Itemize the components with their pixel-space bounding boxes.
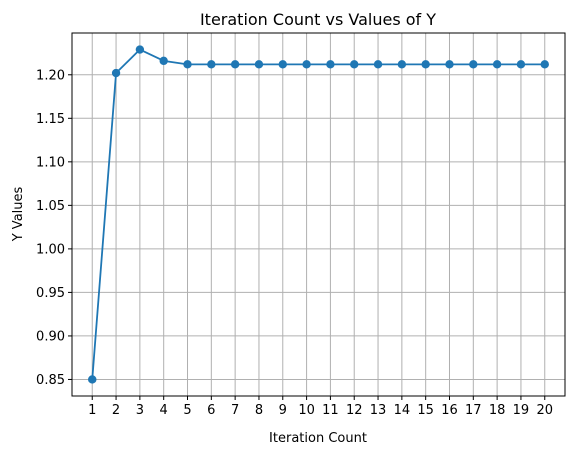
data-point: [207, 60, 216, 69]
data-point: [230, 60, 240, 69]
x-tick-label: 15: [417, 403, 434, 418]
x-tick-label: 2: [112, 403, 120, 418]
y-axis-ticks: 0.85 0.90 0.95 1.00 1.05 1.10 1.15 1.20: [36, 68, 72, 388]
x-tick-label: 20: [536, 403, 553, 418]
data-point: [469, 60, 478, 69]
data-point: [302, 60, 311, 69]
data-point: [516, 60, 526, 69]
data-point: [397, 60, 407, 69]
x-tick-label: 5: [183, 403, 191, 418]
y-tick-label: 1.00: [36, 242, 65, 257]
data-point: [159, 56, 168, 66]
x-tick-label: 7: [231, 403, 239, 418]
x-tick-label: 12: [346, 403, 363, 418]
x-tick-label: 16: [441, 403, 458, 418]
y-tick-label: 0.95: [36, 286, 65, 301]
data-point: [492, 60, 502, 69]
x-axis-ticks: 1 2 3 4 5 6 7 8 9 10 11 12 13 14 15 16 17 18 19 20: [88, 396, 553, 418]
x-tick-label: 14: [394, 403, 411, 418]
y-tick-label: 1.15: [36, 112, 65, 127]
x-tick-label: 8: [255, 403, 263, 418]
x-tick-label: 6: [207, 403, 215, 418]
x-tick-label: 19: [513, 403, 530, 418]
x-axis-title: Iteration Count: [269, 431, 367, 446]
data-point: [350, 60, 359, 69]
x-tick-label: 4: [160, 403, 168, 418]
data-point: [135, 45, 145, 54]
data-point: [183, 60, 192, 69]
series-line: [91, 48, 545, 380]
data-point: [88, 375, 97, 384]
grid-lines: [72, 33, 565, 396]
x-tick-label: 1: [88, 403, 96, 418]
x-tick-label: 9: [279, 403, 287, 418]
x-tick-label: 3: [136, 403, 144, 418]
data-point: [278, 60, 287, 69]
data-point: [540, 60, 549, 69]
data-point: [326, 60, 335, 69]
plot-frame: [71, 32, 566, 397]
x-tick-label: 13: [370, 403, 387, 418]
y-tick-label: 1.10: [36, 155, 65, 170]
x-tick-label: 11: [322, 403, 339, 418]
data-point: [445, 60, 454, 69]
x-tick-label: 18: [489, 403, 506, 418]
data-point: [111, 68, 121, 78]
data-point: [373, 60, 383, 69]
series-group: [88, 45, 549, 384]
y-tick-label: 1.20: [36, 68, 65, 83]
x-tick-label: 17: [465, 403, 482, 418]
y-tick-label: 1.05: [36, 199, 65, 214]
data-point: [254, 60, 264, 69]
y-tick-label: 0.85: [36, 373, 65, 388]
y-axis-title: Y Values: [11, 187, 26, 243]
chart-title: Iteration Count vs Values of Y: [200, 10, 436, 29]
y-tick-label: 0.90: [36, 329, 65, 344]
x-tick-label: 10: [298, 403, 315, 418]
data-point: [421, 60, 430, 69]
